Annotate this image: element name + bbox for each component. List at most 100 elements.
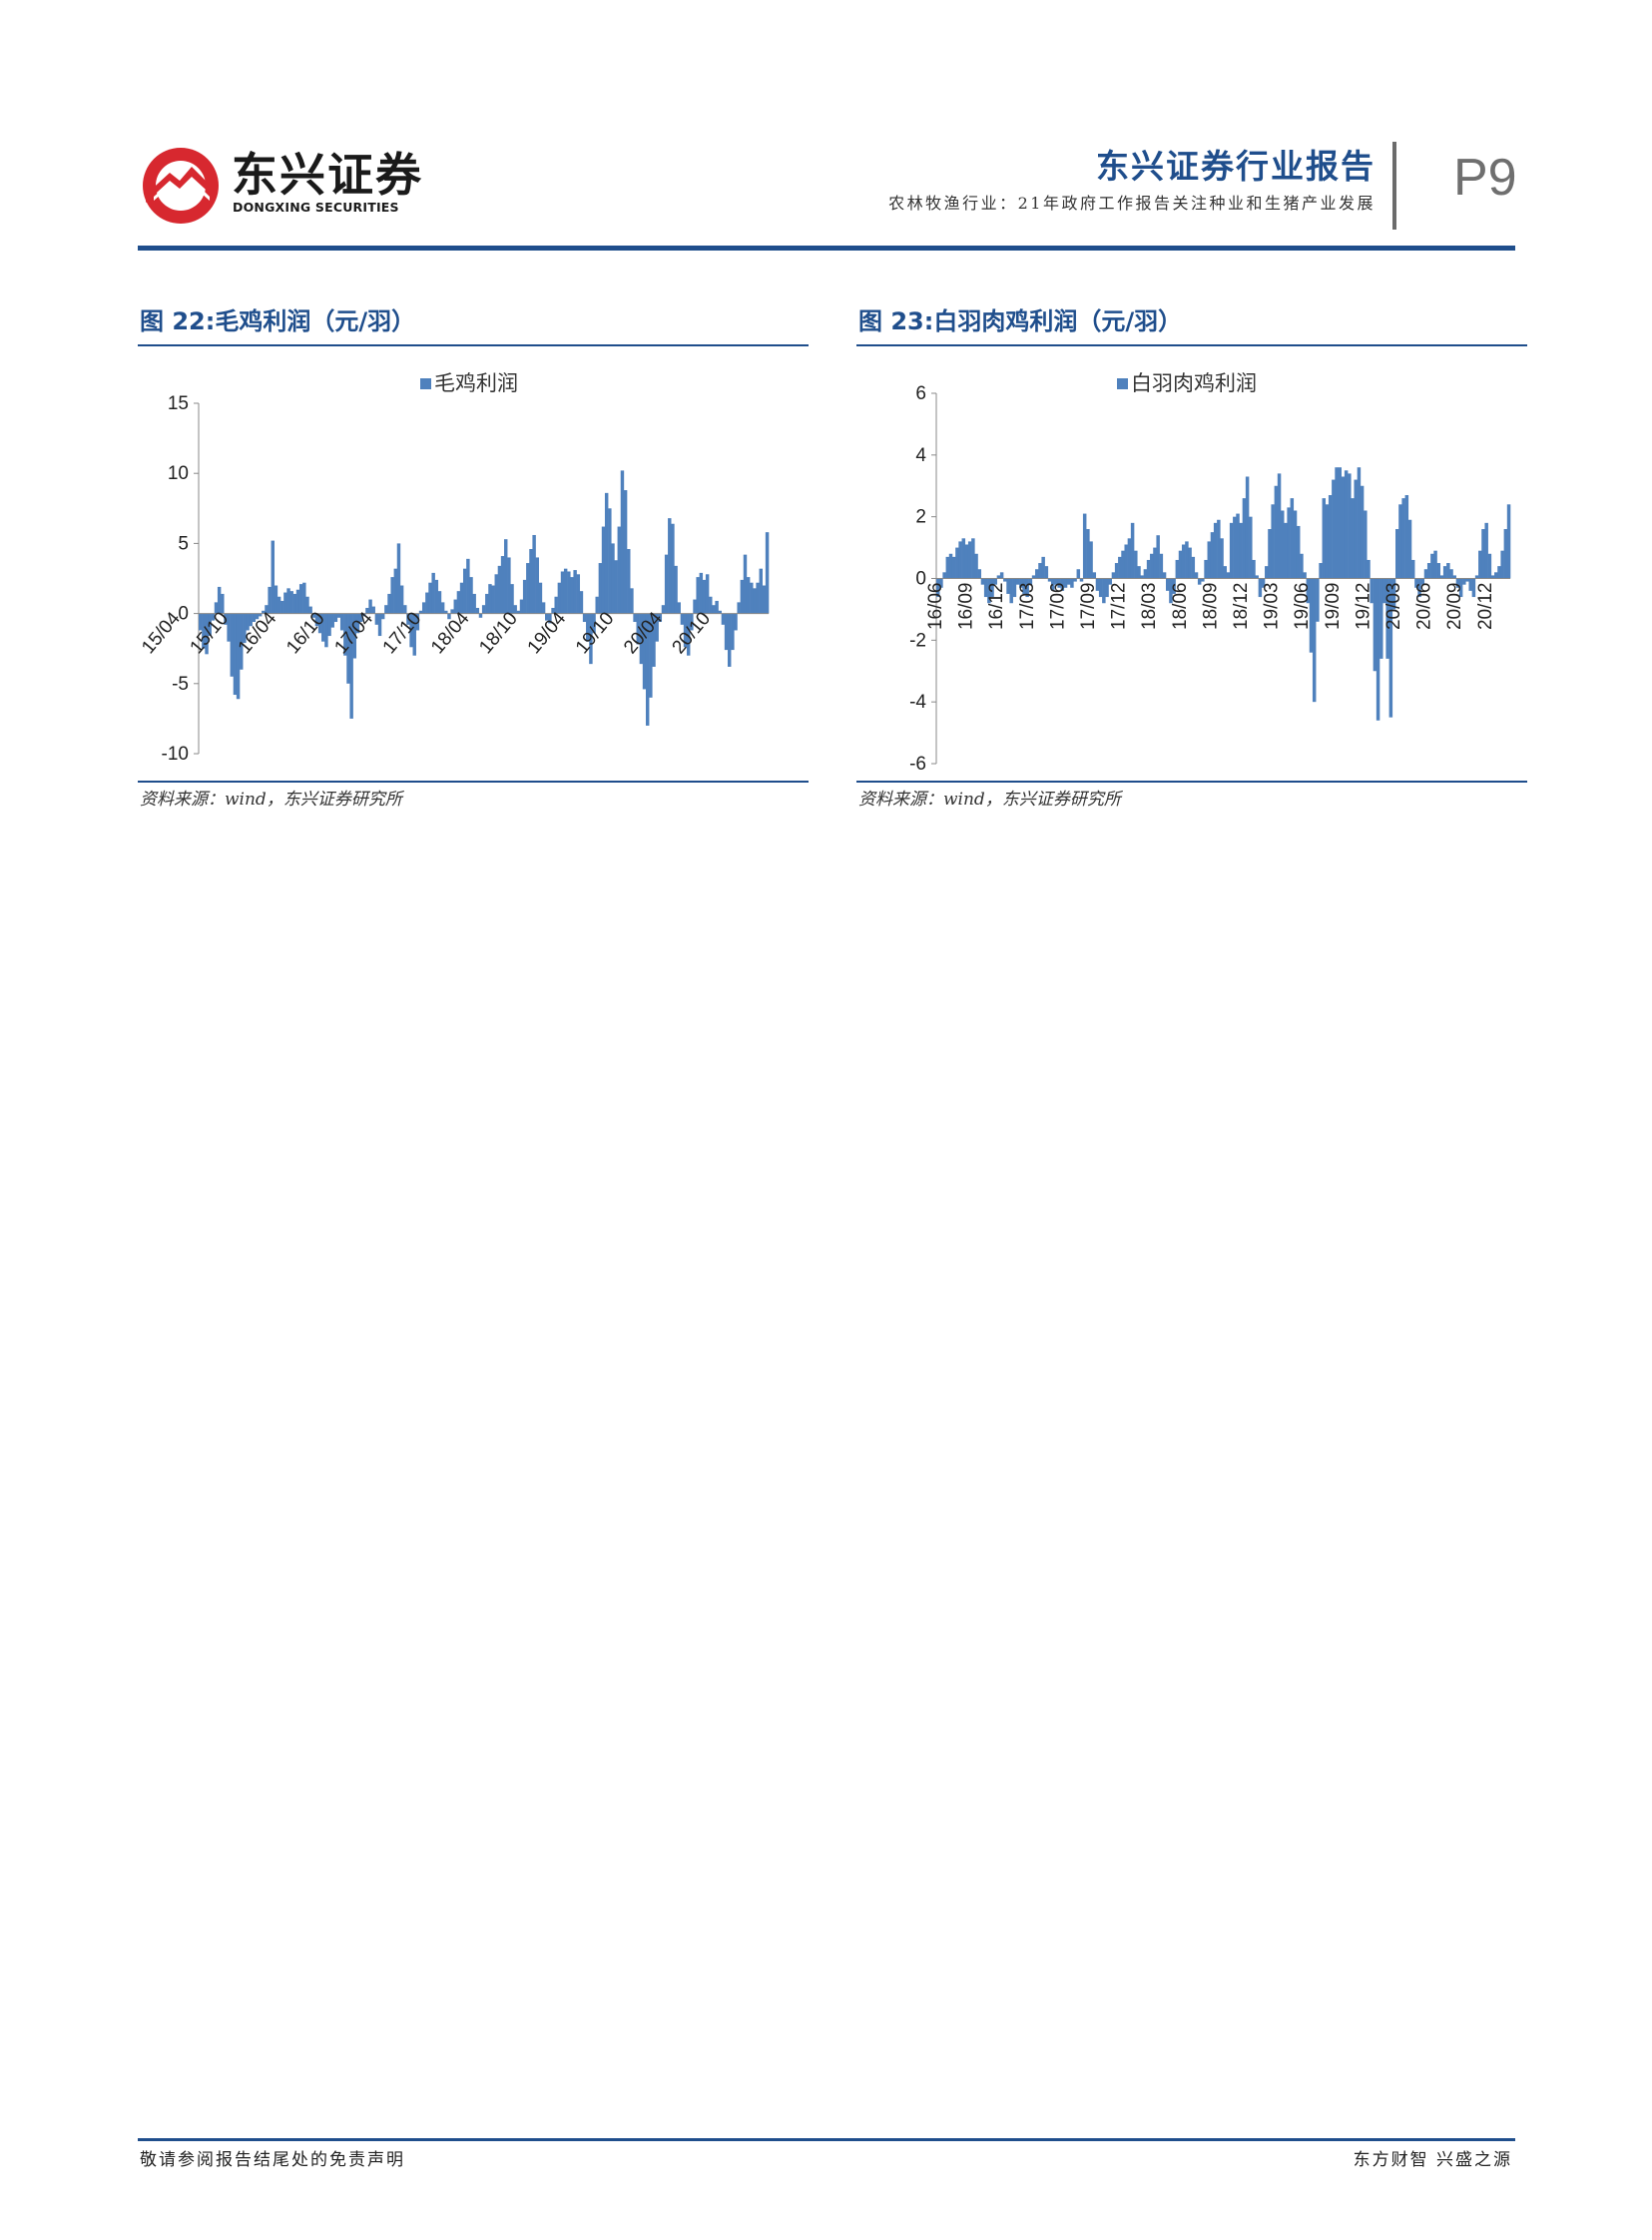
bar — [280, 600, 284, 614]
bar — [1367, 559, 1371, 579]
bar — [295, 589, 300, 614]
bar — [1255, 575, 1259, 579]
bar — [1185, 541, 1189, 579]
bar — [639, 613, 644, 665]
bar — [217, 586, 222, 614]
bar — [1086, 529, 1090, 579]
bar — [1025, 578, 1029, 598]
bar — [620, 470, 625, 614]
figure-23-title: 图 23:白羽肉鸡利润（元/羽） — [858, 307, 1183, 335]
bar — [971, 538, 975, 579]
bar — [750, 582, 754, 614]
bar — [762, 585, 767, 614]
bar — [661, 605, 666, 614]
bar — [1210, 532, 1215, 579]
bar — [431, 572, 435, 614]
bar — [604, 492, 609, 614]
bar — [365, 607, 369, 614]
bar — [1242, 498, 1247, 579]
bar — [1300, 553, 1304, 579]
bar — [734, 613, 738, 631]
figure-23-source: 资料来源：wind，东兴证券研究所 — [858, 790, 1121, 810]
bar — [240, 613, 244, 670]
legend-label: 白羽肉鸡利润 — [1131, 372, 1257, 395]
x-tick-label: 19/09 — [1323, 583, 1344, 631]
bar — [942, 572, 946, 579]
bar — [1319, 563, 1323, 579]
bar — [333, 613, 338, 623]
y-tick-label: 0 — [915, 569, 926, 590]
bar — [403, 605, 407, 614]
bar — [1166, 578, 1170, 591]
x-tick-label: 20/03 — [1383, 583, 1404, 631]
bar — [1070, 578, 1074, 588]
bar — [1197, 578, 1202, 585]
bar — [1258, 578, 1263, 598]
bar — [1351, 498, 1355, 579]
bar — [1487, 553, 1492, 579]
x-tick-label: 19/03 — [1262, 583, 1283, 631]
bar — [387, 593, 391, 614]
bar — [1130, 522, 1135, 579]
bar — [1057, 578, 1061, 588]
bar — [327, 613, 331, 637]
bar — [1296, 525, 1301, 579]
bar — [1494, 572, 1498, 579]
footer-rule — [138, 2138, 1515, 2141]
bar — [1188, 547, 1192, 579]
bar — [330, 613, 334, 628]
bar — [491, 585, 495, 614]
bar — [1398, 504, 1402, 579]
bar — [977, 569, 982, 579]
bar — [1348, 473, 1352, 579]
bar — [1204, 559, 1208, 579]
bar — [252, 613, 257, 623]
bar — [1462, 578, 1466, 585]
bar — [1322, 498, 1327, 579]
bar — [1229, 522, 1234, 579]
bar — [472, 593, 476, 614]
bar — [1407, 519, 1412, 579]
bar — [1325, 504, 1330, 579]
bar — [1287, 507, 1291, 579]
bar — [1306, 578, 1311, 604]
bar — [1316, 578, 1320, 622]
legend-swatch — [1117, 378, 1128, 389]
bar — [292, 593, 297, 614]
bar — [298, 584, 303, 614]
bar — [1146, 559, 1151, 579]
bar — [526, 563, 530, 614]
bar — [1379, 578, 1383, 659]
bar — [759, 568, 763, 614]
bar — [582, 613, 587, 623]
bar — [368, 599, 372, 614]
x-tick-label: 17/06 — [1047, 583, 1068, 631]
figure-23-bottom-rule — [856, 781, 1527, 783]
bar — [1127, 538, 1132, 579]
bar — [709, 596, 713, 614]
bar — [1395, 529, 1399, 579]
bar — [1181, 544, 1186, 579]
bar — [1417, 578, 1421, 598]
bar — [513, 605, 517, 614]
bar — [945, 556, 950, 579]
bar — [415, 613, 420, 631]
dongxing-logo-icon — [143, 148, 219, 224]
bar — [1060, 578, 1065, 591]
bar — [699, 572, 704, 614]
x-tick-label: 18/06 — [1170, 583, 1191, 631]
bar — [999, 572, 1004, 579]
bar — [444, 610, 448, 614]
x-tick-label: 17/03 — [1017, 583, 1038, 631]
bar — [355, 613, 360, 634]
bar — [652, 613, 656, 667]
bar — [545, 613, 549, 621]
bar — [1357, 467, 1362, 579]
bar — [1341, 476, 1346, 579]
bar — [1137, 566, 1141, 579]
bar — [447, 613, 451, 620]
bar — [1277, 473, 1282, 579]
bar — [1191, 556, 1196, 579]
bar — [740, 579, 745, 614]
bar — [1038, 563, 1042, 579]
